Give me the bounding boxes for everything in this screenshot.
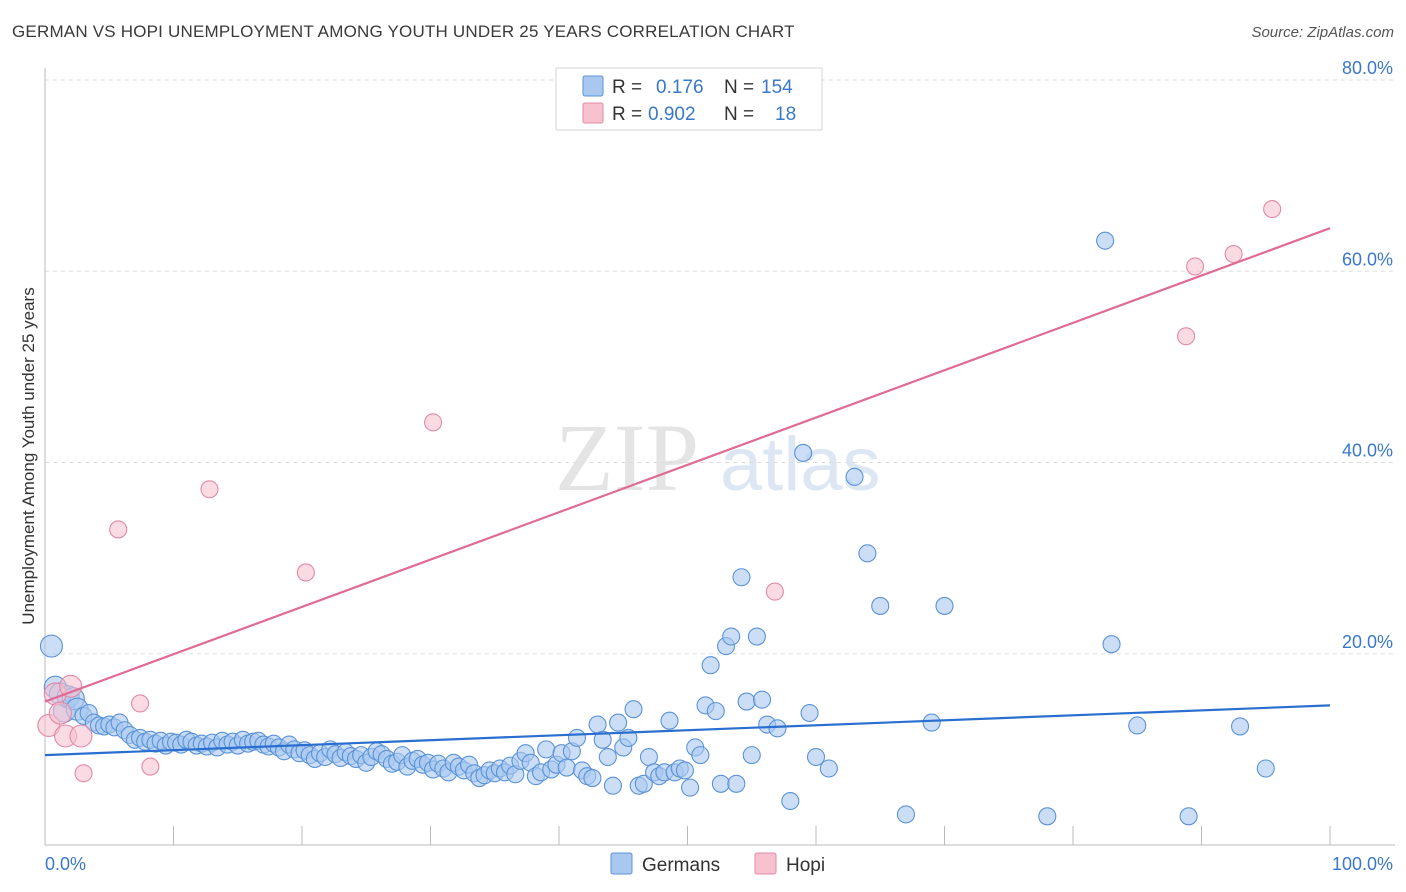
chart-source: Source: ZipAtlas.com <box>1251 24 1394 41</box>
german-point-151 <box>922 713 941 732</box>
german-point-137 <box>742 746 761 765</box>
hopi-point-6 <box>74 764 93 783</box>
german-point-125 <box>681 778 700 797</box>
hopi-point-10 <box>200 480 219 499</box>
german-point-135 <box>732 568 751 587</box>
german-point-107 <box>588 715 607 734</box>
german-point-110 <box>603 776 623 795</box>
german-point-121 <box>660 711 679 730</box>
german-point-148 <box>858 544 877 563</box>
hopi-point-16 <box>1224 244 1243 264</box>
legend-german-swatch <box>582 75 604 97</box>
hopi-trend-line <box>44 227 1331 703</box>
watermark-atlas: atlas <box>720 422 881 507</box>
german-point-127 <box>691 746 710 765</box>
x-tick-label-min: 0.0% <box>45 854 86 874</box>
bottom-legend-german-swatch <box>610 852 633 875</box>
gridlines <box>45 79 1395 655</box>
hopi-point-15 <box>1186 257 1205 276</box>
german-point-97 <box>537 740 556 759</box>
legend-german-n-label: N = <box>724 77 754 98</box>
german-point-154 <box>1102 635 1121 654</box>
german-point-159 <box>1256 759 1275 778</box>
legend-german-r-value: 0.176 <box>656 77 704 98</box>
hopi-point-13 <box>765 582 784 601</box>
german-point-103 <box>567 728 587 747</box>
legend-hopi-swatch <box>582 102 604 124</box>
chart-title: GERMAN VS HOPI UNEMPLOYMENT AMONG YOUTH … <box>12 22 795 41</box>
bottom-legend-hopi-label: Hopi <box>786 855 825 876</box>
german-point-134 <box>727 774 746 793</box>
german-point-133 <box>722 627 741 646</box>
german-point-142 <box>781 791 800 811</box>
y-tick-label-40: 40.0% <box>1342 441 1393 461</box>
hopi-point-14 <box>1177 327 1196 346</box>
hopi-point-5 <box>69 724 93 748</box>
hopi-point-12 <box>424 413 443 432</box>
german-point-136 <box>737 692 756 711</box>
hopi-point-4 <box>59 674 83 698</box>
german-point-158 <box>1231 717 1250 736</box>
german-point-114 <box>624 700 643 719</box>
bottom-legend-hopi-swatch <box>754 852 777 875</box>
y-tick-label-60: 60.0% <box>1342 249 1393 269</box>
top-legend: R = 0.176 N = 154 R = 0.902 N = 18 <box>555 67 823 131</box>
hopi-point-11 <box>296 563 315 582</box>
legend-hopi-r-value: 0.902 <box>648 104 696 125</box>
y-tick-label-20: 20.0% <box>1342 632 1393 652</box>
german-point-129 <box>701 656 720 675</box>
german-point-145 <box>806 747 826 767</box>
german-point-149 <box>871 596 890 615</box>
legend-hopi-n-value: 18 <box>775 104 796 125</box>
hopi-point-17 <box>1263 200 1282 219</box>
german-point-111 <box>609 713 628 732</box>
german-point-124 <box>675 761 694 780</box>
german-point-101 <box>557 758 576 777</box>
german-point-138 <box>747 627 766 646</box>
german-point-143 <box>794 443 813 462</box>
german-point-155 <box>1128 716 1147 735</box>
legend-german-n-value: 154 <box>761 77 793 98</box>
german-point-131 <box>711 774 730 793</box>
hopi-point-2 <box>48 701 72 725</box>
german-point-117 <box>639 747 659 767</box>
legend-hopi-n-label: N = <box>724 104 754 125</box>
hopi-point-9 <box>141 757 160 776</box>
bottom-legend-german-label: Germans <box>642 855 720 876</box>
german-point-144 <box>800 703 819 723</box>
tick-labels: 20.0% 40.0% 60.0% 80.0% 0.0% 100.0% <box>45 58 1393 874</box>
bottom-legend: Germans Hopi <box>610 852 825 876</box>
legend-hopi-r-label: R = <box>612 104 642 125</box>
data-points <box>37 200 1282 826</box>
german-point-156 <box>1038 807 1057 826</box>
y-axis-title: Unemployment Among Youth under 25 years <box>19 287 38 624</box>
german-point-141 <box>768 719 787 738</box>
hopi-point-7 <box>109 520 128 539</box>
german-point-0 <box>39 634 63 658</box>
x-tick-label-max: 100.0% <box>1332 854 1393 874</box>
german-trend-line <box>44 704 1331 757</box>
german-point-147 <box>845 467 864 486</box>
german-point-139 <box>752 690 772 709</box>
y-tick-label-80: 80.0% <box>1342 58 1393 78</box>
trend-lines <box>44 227 1331 757</box>
watermark-zip: ZIP <box>555 404 699 511</box>
german-point-108 <box>593 730 612 749</box>
german-point-146 <box>819 759 838 778</box>
german-point-109 <box>598 747 617 767</box>
german-point-150 <box>896 805 916 824</box>
german-point-130 <box>706 702 725 721</box>
german-point-153 <box>1096 231 1115 250</box>
german-point-157 <box>1179 807 1198 826</box>
legend-german-r-label: R = <box>612 77 642 98</box>
german-point-152 <box>935 596 954 615</box>
german-point-116 <box>634 774 653 793</box>
hopi-point-8 <box>131 694 150 713</box>
german-point-106 <box>583 769 602 788</box>
